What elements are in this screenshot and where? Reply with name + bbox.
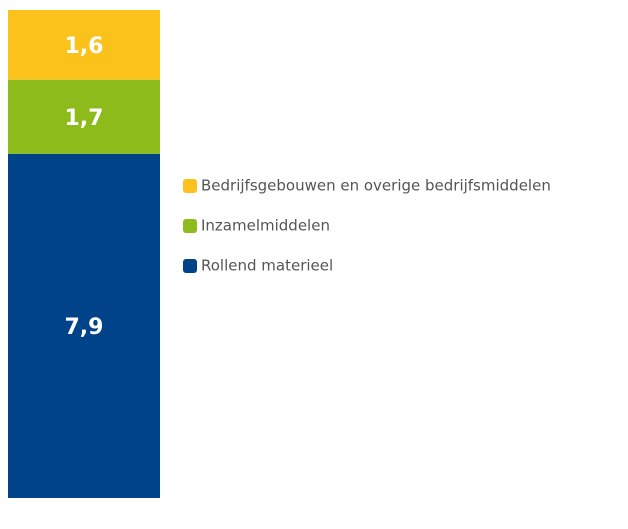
data-label: 1,7	[65, 106, 104, 131]
legend-swatch	[183, 219, 197, 233]
data-label: 1,6	[65, 34, 104, 59]
legend-label: Bedrijfsgebouwen en overige bedrijfsmidd…	[201, 177, 551, 195]
bar-segment	[8, 10, 160, 80]
data-label: 7,9	[65, 315, 104, 340]
legend-swatch	[183, 179, 197, 193]
legend-label: Rollend materieel	[201, 257, 333, 275]
bar-segment	[8, 79, 160, 154]
legend-swatch	[183, 259, 197, 273]
legend-label: Inzamelmiddelen	[201, 217, 330, 235]
bar-segment	[8, 153, 160, 499]
